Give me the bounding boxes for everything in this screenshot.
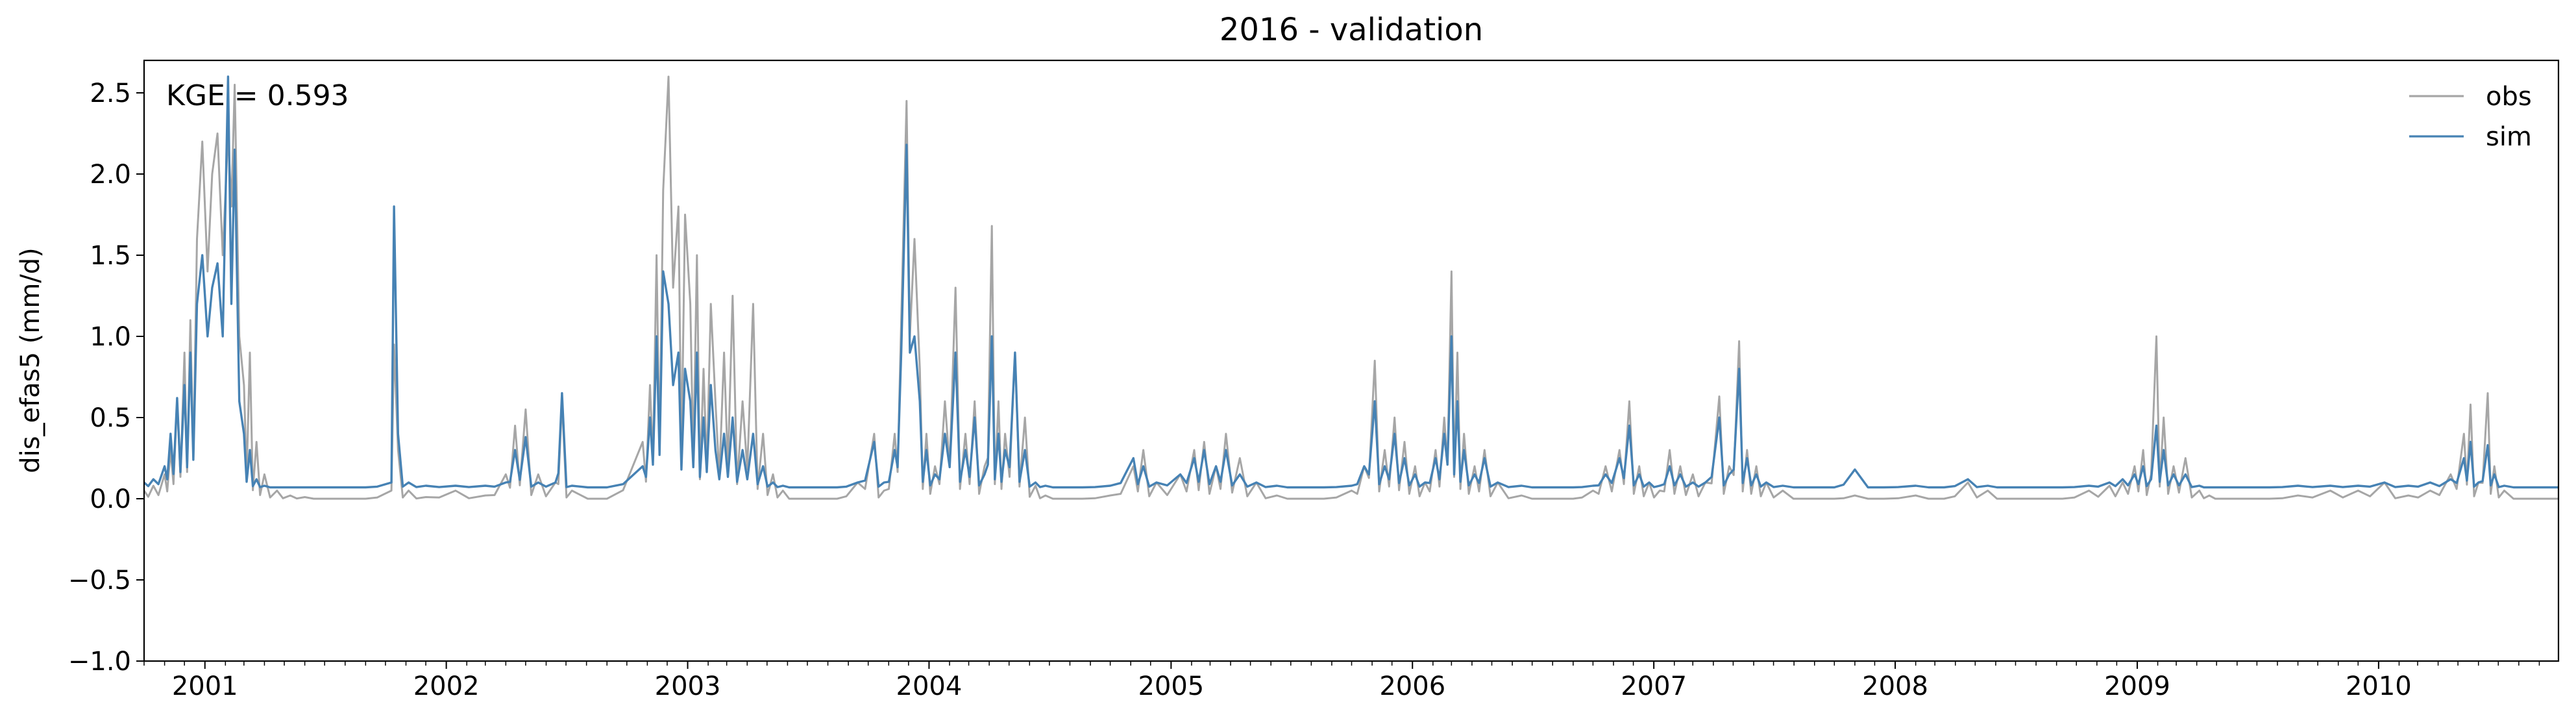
y-tick-label: 0.0 [90,484,131,514]
x-tick-label: 2002 [413,671,480,701]
y-tick-label: 0.5 [90,403,131,433]
legend-label-obs: obs [2486,82,2532,112]
y-axis: −1.0 −0.5 0.0 0.5 1.0 1.5 2.0 2.5 [68,79,144,677]
y-tick-label: 2.0 [90,160,131,190]
x-tick-label: 2003 [655,671,721,701]
x-tick-label: 2008 [1862,671,1928,701]
legend: obs sim [2409,82,2532,152]
x-tick-label: 2005 [1138,671,1204,701]
x-tick-label: 2009 [2104,671,2170,701]
x-axis: 2001 2002 2003 2004 2005 2006 2007 2008 2009 2010 [143,661,2540,701]
x-tick-label: 2006 [1379,671,1445,701]
legend-label-sim: sim [2486,122,2532,152]
series-layer [143,75,2558,500]
y-tick-label: 1.0 [90,322,131,352]
chart-title: 2016 - validation [1220,12,1483,48]
x-tick-label: 2007 [1621,671,1687,701]
y-tick-label: 1.5 [90,241,131,271]
x-tick-label: 2010 [2346,671,2412,701]
y-axis-label: dis_efas5 (mm/d) [16,247,45,473]
x-tick-label: 2004 [896,671,963,701]
kge-annotation: KGE = 0.593 [166,79,349,112]
x-tick-label: 2001 [172,671,238,701]
y-tick-label: −1.0 [68,647,131,677]
y-tick-label: −0.5 [68,566,131,595]
series-line-sim [143,75,2558,489]
y-tick-label: 2.5 [90,79,131,108]
